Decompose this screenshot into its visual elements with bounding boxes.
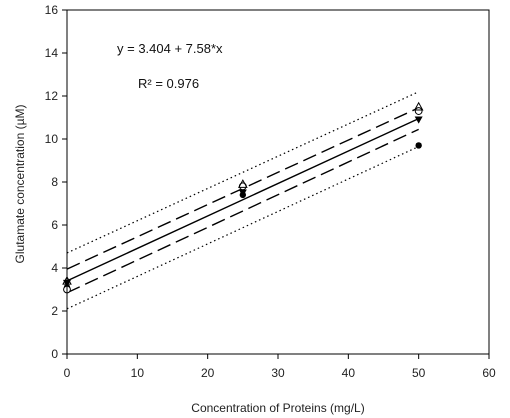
y-tick-label: 12 <box>45 89 59 103</box>
regression-equation-label: y = 3.404 + 7.58*x <box>117 41 223 56</box>
lower-confidence-line <box>66 128 419 294</box>
y-tick-label: 14 <box>45 46 59 60</box>
x-tick-label: 50 <box>412 366 426 380</box>
x-tick-label: 40 <box>342 366 356 380</box>
x-axis-title: Concentration of Proteins (mg/L) <box>191 401 364 415</box>
data-point-open-triangle-up <box>237 179 248 188</box>
plot-frame <box>66 9 490 355</box>
y-tick-label: 0 <box>51 347 58 361</box>
data-points-group <box>62 101 424 294</box>
y-tick-label: 16 <box>45 3 59 17</box>
lower-prediction-line <box>66 145 419 310</box>
data-point-open-circle <box>414 107 423 115</box>
y-tick-label: 10 <box>45 132 59 146</box>
data-point-filled-triangle-down <box>238 189 247 197</box>
y-tick-label: 2 <box>51 304 58 318</box>
x-tick-label: 20 <box>201 366 215 380</box>
y-tick-label: 4 <box>51 261 58 275</box>
x-tick-label: 10 <box>131 366 145 380</box>
r-squared-label: R² = 0.976 <box>138 76 199 91</box>
axes-group: 0 10 20 30 40 50 60 0 2 4 6 8 10 12 14 16 <box>45 3 496 380</box>
y-axis-title: Glutamate concentration (µM) <box>13 105 27 264</box>
x-tick-label: 0 <box>64 366 71 380</box>
x-tick-label: 30 <box>271 366 285 380</box>
upper-prediction-line <box>66 91 419 254</box>
y-tick-label: 8 <box>51 175 58 189</box>
data-point-filled-circle <box>415 142 422 149</box>
data-point-open-triangle-up <box>413 101 424 111</box>
y-tick-label: 6 <box>51 218 58 232</box>
data-point-filled-triangle-down <box>414 116 423 124</box>
regression-line <box>66 117 419 282</box>
x-tick-label: 60 <box>482 366 496 380</box>
fit-lines-group <box>66 91 419 310</box>
